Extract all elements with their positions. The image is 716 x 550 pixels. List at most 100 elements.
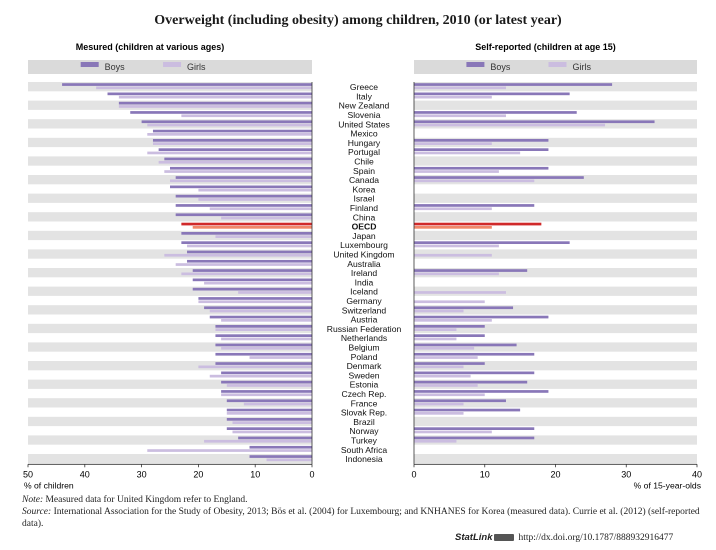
left-bar-girls xyxy=(266,458,312,462)
left-bar-boys xyxy=(107,92,313,96)
left-bar-boys xyxy=(175,213,312,217)
left-bar-girls xyxy=(147,151,312,155)
left-bar-girls xyxy=(147,133,312,136)
right-row-band xyxy=(414,212,697,222)
left-bar-girls xyxy=(198,300,312,304)
right-bar-boys xyxy=(414,325,485,328)
statlink[interactable]: StatLink http://dx.doi.org/10.1787/888932… xyxy=(455,532,673,543)
left-bar-boys xyxy=(141,120,312,124)
right-bar-girls xyxy=(414,430,492,434)
left-bar-girls xyxy=(209,207,312,211)
right-row-band xyxy=(414,230,697,241)
left-bar-girls xyxy=(96,86,312,90)
left-bar-girls xyxy=(215,328,312,331)
right-row-band xyxy=(414,398,697,408)
category-label: Switzerland xyxy=(342,305,387,315)
left-bar-girls xyxy=(147,449,312,452)
left-row-band xyxy=(28,398,312,408)
left-bar-boys xyxy=(238,436,312,440)
left-bar-boys xyxy=(192,269,312,272)
right-bar-girls xyxy=(414,244,499,248)
left-bar-boys xyxy=(187,259,312,263)
left-bar-boys xyxy=(221,380,312,384)
left-row-band xyxy=(28,323,312,334)
left-bar-girls xyxy=(221,216,312,220)
left-bar-girls xyxy=(243,402,312,406)
category-label: Australia xyxy=(347,259,381,269)
right-tick-label: 40 xyxy=(692,469,702,479)
left-legend-label-boys: Boys xyxy=(105,62,126,72)
category-label: Denmark xyxy=(347,361,383,371)
left-row-band xyxy=(28,379,312,389)
category-label: Korea xyxy=(353,184,376,194)
note-text: Measured data for United Kingdom refer t… xyxy=(45,495,248,505)
left-bar-girls xyxy=(226,412,312,415)
category-label: Finland xyxy=(350,203,378,213)
right-tick-label: 10 xyxy=(480,469,490,479)
right-bar-girls xyxy=(414,365,464,369)
category-label: Japan xyxy=(352,231,376,241)
right-bar-boys xyxy=(414,166,549,170)
statlink-label: StatLink xyxy=(455,532,493,543)
right-bar-boys xyxy=(414,399,506,403)
left-row-band xyxy=(28,342,312,352)
left-bar-boys xyxy=(164,157,312,161)
left-row-band xyxy=(28,454,312,464)
right-bar-girls xyxy=(414,439,457,443)
left-bar-boys xyxy=(118,101,312,105)
right-legend-swatch-girls xyxy=(548,62,567,67)
left-bar-boys xyxy=(192,287,312,291)
left-row-band xyxy=(28,361,312,371)
right-bar-girls xyxy=(414,151,521,155)
left-bar-boys xyxy=(226,427,312,430)
right-tick-label: 30 xyxy=(621,469,631,479)
source-note: Source: International Association for th… xyxy=(22,506,712,530)
left-bar-boys xyxy=(170,166,312,170)
left-row-band xyxy=(28,435,312,445)
category-label: Chile xyxy=(354,157,374,167)
right-row-band xyxy=(414,454,697,464)
right-bar-boys xyxy=(414,352,535,356)
right-bar-girls xyxy=(414,142,492,145)
left-bar-boys xyxy=(170,185,312,189)
right-legend-swatch-boys xyxy=(466,62,485,67)
right-bar-boys xyxy=(414,92,570,96)
left-bar-boys xyxy=(152,129,312,133)
right-bar-girls xyxy=(414,356,478,359)
left-bar-boys xyxy=(198,297,312,300)
left-bar-girls xyxy=(249,356,312,359)
right-row-band xyxy=(414,268,697,278)
category-label: United States xyxy=(338,119,390,129)
left-bar-girls xyxy=(198,365,312,369)
left-bar-boys xyxy=(226,399,312,403)
right-panel-subtitle: Self-reported (children at age 15) xyxy=(475,42,616,52)
right-bar-boys xyxy=(414,362,485,365)
right-bar-girls xyxy=(414,393,485,397)
left-bar-girls xyxy=(221,393,312,397)
left-bar-girls xyxy=(215,235,312,238)
right-row-band xyxy=(414,286,697,296)
right-row-band xyxy=(414,175,697,185)
left-bar-girls xyxy=(118,95,312,99)
left-bar-girls xyxy=(198,188,312,192)
left-bar-girls xyxy=(192,226,312,229)
left-bar-girls xyxy=(209,309,312,313)
left-bar-boys xyxy=(221,371,312,375)
right-bar-girls xyxy=(414,319,492,322)
left-bar-girls xyxy=(204,281,312,285)
left-tick-label: 0 xyxy=(309,469,314,479)
category-label: OECD xyxy=(352,222,377,232)
category-label: China xyxy=(353,212,376,222)
right-row-band xyxy=(414,323,697,334)
right-bar-boys xyxy=(414,176,584,179)
left-bar-girls xyxy=(175,263,312,266)
category-label: United Kingdom xyxy=(333,250,394,260)
right-bar-boys xyxy=(414,343,517,347)
right-bar-girls xyxy=(414,328,457,331)
statlink-url[interactable]: http://dx.doi.org/10.1787/888932916477 xyxy=(518,533,674,543)
left-bar-boys xyxy=(130,111,312,114)
category-label: New Zealand xyxy=(339,101,390,111)
left-bar-girls xyxy=(232,430,312,434)
left-bar-boys xyxy=(221,390,312,393)
right-tick-label: 20 xyxy=(550,469,560,479)
